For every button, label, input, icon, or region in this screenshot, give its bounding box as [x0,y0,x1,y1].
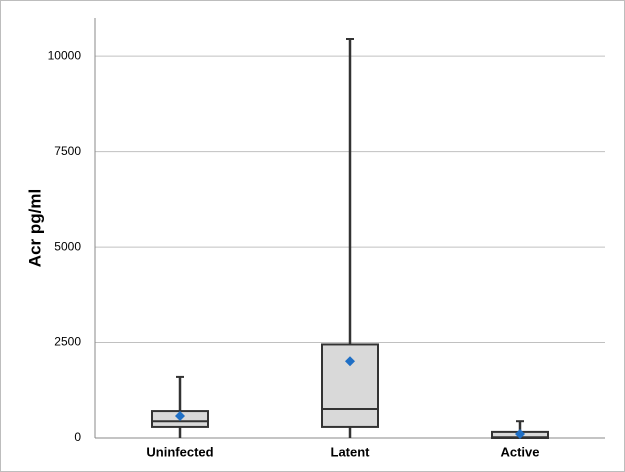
y-tick-label: 10000 [48,48,82,62]
mean-marker [175,411,185,422]
x-tick-label: Active [500,444,539,459]
y-tick-label: 5000 [54,239,81,253]
mean-marker [345,356,355,367]
y-axis-label: Acr pg/ml [25,189,44,267]
x-tick-label: Latent [331,444,371,459]
y-tick-label: 7500 [54,144,81,158]
y-tick-label: 2500 [54,335,81,349]
y-tick-label: 0 [74,430,81,444]
mean-marker [515,428,525,439]
x-tick-label: Uninfected [146,444,213,459]
